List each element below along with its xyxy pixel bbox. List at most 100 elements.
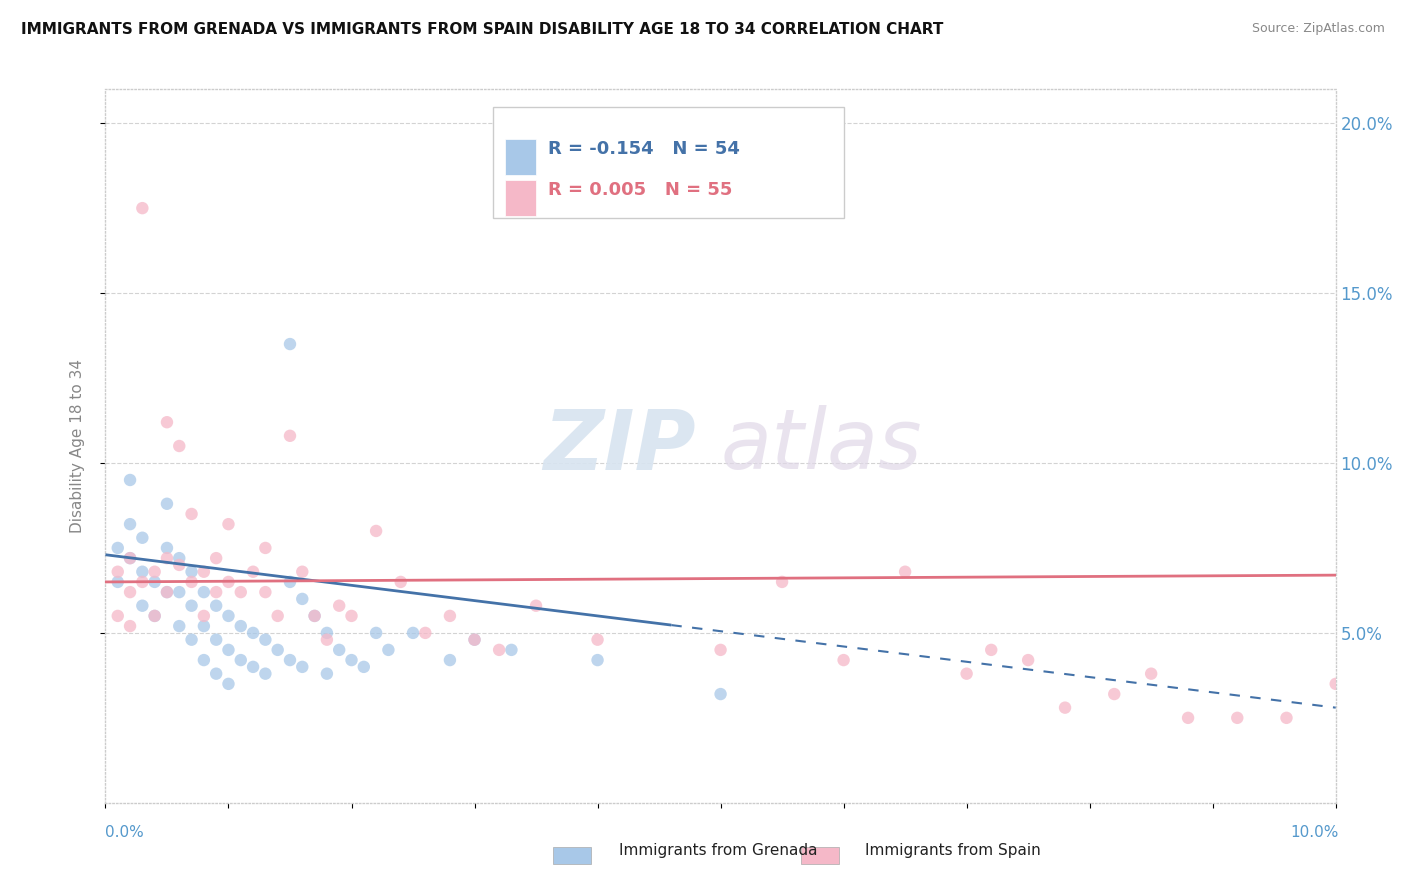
Point (120, 551, 141, 566)
Point (710, 643, 733, 657)
Text: ZIP: ZIP (543, 406, 696, 486)
Point (524, 599, 547, 613)
Point (169, 585, 191, 599)
Point (242, 626, 264, 640)
Point (770, 574, 793, 589)
Point (1177, 711, 1199, 725)
Point (377, 643, 399, 657)
Point (156, 585, 179, 599)
Point (107, 574, 129, 589)
Point (143, 608, 166, 623)
Point (278, 574, 301, 589)
Point (205, 551, 228, 566)
Point (205, 599, 228, 613)
Point (389, 574, 412, 589)
Point (1324, 677, 1347, 691)
Point (229, 585, 252, 599)
Point (439, 608, 461, 623)
Point (107, 565, 129, 579)
Point (464, 632, 486, 647)
Point (1017, 653, 1039, 667)
FancyBboxPatch shape (494, 107, 844, 218)
Point (1104, 687, 1126, 701)
Point (315, 666, 337, 681)
Point (278, 429, 301, 443)
Point (328, 599, 350, 613)
Point (131, 574, 153, 589)
Point (304, 608, 326, 623)
Point (143, 565, 166, 579)
Point (143, 608, 166, 623)
Point (143, 574, 166, 589)
Point (180, 507, 202, 521)
Point (180, 574, 202, 589)
Text: IMMIGRANTS FROM GRENADA VS IMMIGRANTS FROM SPAIN DISABILITY AGE 18 TO 34 CORRELA: IMMIGRANTS FROM GRENADA VS IMMIGRANTS FR… (21, 22, 943, 37)
Point (107, 541, 129, 555)
FancyBboxPatch shape (505, 139, 536, 175)
Point (315, 632, 337, 647)
Y-axis label: Disability Age 18 to 34: Disability Age 18 to 34 (70, 359, 84, 533)
Text: Source: ZipAtlas.com: Source: ZipAtlas.com (1251, 22, 1385, 36)
Point (120, 585, 141, 599)
Text: R = 0.005   N = 55: R = 0.005 N = 55 (548, 181, 733, 199)
Point (291, 660, 314, 674)
Point (156, 497, 179, 511)
Point (894, 565, 917, 579)
Point (1226, 711, 1249, 725)
Point (218, 677, 240, 691)
Point (278, 653, 301, 667)
Point (832, 653, 855, 667)
Point (205, 632, 228, 647)
Point (193, 585, 215, 599)
Point (169, 439, 191, 453)
Point (586, 632, 609, 647)
Point (402, 626, 425, 640)
Point (956, 666, 979, 681)
Point (291, 591, 314, 606)
Point (120, 517, 141, 532)
Point (439, 653, 461, 667)
Point (169, 558, 191, 572)
Point (340, 653, 363, 667)
Point (229, 653, 252, 667)
Point (353, 660, 375, 674)
Point (488, 643, 510, 657)
Point (464, 632, 486, 647)
Text: 10.0%: 10.0% (1291, 825, 1339, 839)
Point (193, 619, 215, 633)
Point (193, 653, 215, 667)
Point (291, 565, 314, 579)
Point (340, 608, 363, 623)
Text: 0.0%: 0.0% (105, 825, 145, 839)
Point (1140, 666, 1163, 681)
Point (193, 565, 215, 579)
Point (254, 666, 277, 681)
Point (710, 687, 733, 701)
Point (254, 632, 277, 647)
Text: Immigrants from Spain: Immigrants from Spain (865, 843, 1040, 857)
Point (1054, 700, 1077, 714)
Point (218, 608, 240, 623)
Point (120, 473, 141, 487)
Point (120, 551, 141, 566)
Point (586, 653, 609, 667)
Point (242, 660, 264, 674)
Point (180, 599, 202, 613)
Point (156, 551, 179, 566)
Point (131, 599, 153, 613)
Point (229, 619, 252, 633)
Point (193, 608, 215, 623)
FancyBboxPatch shape (505, 180, 536, 216)
Point (315, 626, 337, 640)
Point (366, 626, 388, 640)
Point (304, 608, 326, 623)
Point (180, 565, 202, 579)
Point (267, 643, 290, 657)
Point (980, 643, 1002, 657)
Point (156, 585, 179, 599)
Point (169, 551, 191, 566)
Point (218, 643, 240, 657)
Text: Immigrants from Grenada: Immigrants from Grenada (619, 843, 817, 857)
Point (205, 666, 228, 681)
Point (169, 619, 191, 633)
